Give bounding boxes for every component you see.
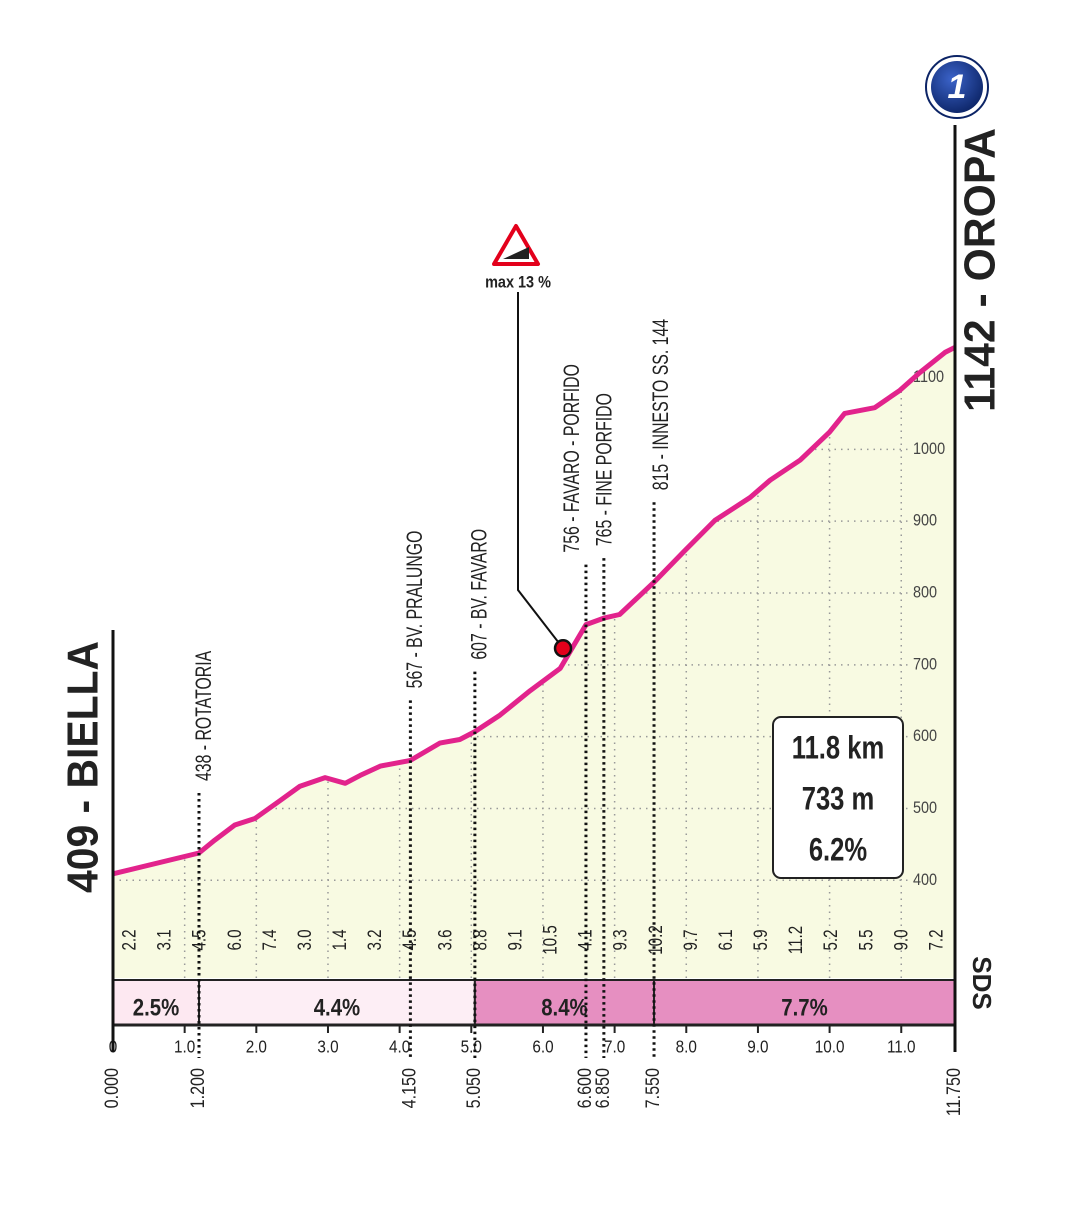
- y-tick-label: 700: [913, 655, 937, 673]
- x-tick-label: 7.0: [604, 1037, 625, 1057]
- x-tick-label: 5.0: [461, 1037, 482, 1057]
- waypoint-name: 765 - FINE PORFIDO: [593, 393, 617, 546]
- start-km: 0.000: [101, 1068, 123, 1109]
- max-pointer: [517, 292, 564, 649]
- waypoint-km: 5.050: [463, 1068, 485, 1109]
- start-name: 409 - BIELLA: [59, 641, 108, 893]
- x-tick-label: 11.0: [887, 1037, 916, 1057]
- max-marker: [553, 639, 573, 658]
- half-km-gradient: 9.1: [504, 929, 526, 950]
- end-km: 11.750: [943, 1068, 965, 1116]
- waypoint-km: 1.200: [187, 1068, 209, 1109]
- half-km-gradient: 2.2: [118, 929, 140, 950]
- half-km-gradient: 4.5: [188, 929, 210, 950]
- end-name: 1142 - OROPA: [956, 128, 1005, 412]
- y-tick-label: 600: [913, 727, 937, 745]
- profile-area: [113, 347, 955, 978]
- half-km-gradient: 6.1: [714, 929, 736, 950]
- gradient-label: 4.4%: [314, 994, 361, 1021]
- waypoint-km: 7.550: [642, 1068, 664, 1109]
- half-km-gradient: 10.2: [644, 925, 666, 955]
- half-km-gradient: 8.8: [469, 929, 491, 950]
- waypoint-km: 4.150: [398, 1068, 420, 1109]
- summary-line: 6.2%: [809, 833, 867, 868]
- waypoint-name: 567 - BV. PRALUNGO: [404, 531, 428, 689]
- summary-line: 733 m: [802, 782, 875, 817]
- half-km-gradient: 9.0: [890, 929, 912, 950]
- waypoint-name: 607 - BV. FAVARO: [468, 529, 492, 660]
- waypoint-name: 815 - INNESTO SS. 144: [649, 319, 673, 491]
- waypoint-name: 756 - FAVARO - PORFIDO: [560, 364, 584, 553]
- summary-box: [772, 716, 904, 879]
- x-tick-label: 10.0: [815, 1037, 845, 1057]
- x-tick-label: 9.0: [747, 1037, 768, 1057]
- half-km-gradient: 3.0: [293, 929, 315, 950]
- half-km-gradient: 4.1: [574, 929, 596, 950]
- half-km-gradient: 9.3: [609, 929, 631, 950]
- x-tick-label: 6.0: [532, 1037, 553, 1057]
- half-km-gradient: 9.7: [679, 929, 701, 950]
- half-km-gradient: 3.2: [363, 929, 385, 950]
- half-km-gradient: 1.4: [328, 929, 350, 950]
- half-km-gradient: 7.2: [925, 929, 947, 950]
- summary-line: 11.8 km: [792, 731, 885, 766]
- gradient-label: 7.7%: [781, 994, 828, 1021]
- gradient-label: 8.4%: [541, 994, 588, 1021]
- x-tick-label: 4.0: [389, 1037, 410, 1057]
- waypoint-name: 438 - ROTATORIA: [192, 651, 216, 781]
- half-km-gradient: 5.9: [749, 929, 771, 950]
- y-tick-label: 900: [913, 512, 937, 530]
- max-gradient-label: max 13 %: [485, 273, 551, 291]
- half-km-gradient: 3.6: [434, 929, 456, 950]
- badge: [931, 61, 983, 113]
- warning-slope: [503, 247, 529, 259]
- x-tick-label: 3.0: [317, 1037, 338, 1057]
- half-km-gradient: 5.5: [855, 929, 877, 950]
- y-tick-label: 400: [913, 871, 937, 889]
- y-tick-label: 500: [913, 799, 937, 817]
- gradient-label: 2.5%: [133, 994, 180, 1021]
- waypoint-km: 6.600: [574, 1068, 596, 1109]
- half-km-gradient: 3.1: [153, 929, 175, 950]
- x-tick-label: 1.0: [174, 1037, 195, 1057]
- half-km-gradient: 4.5: [399, 929, 421, 950]
- y-tick-label: 1000: [913, 440, 945, 458]
- logo: SDS: [967, 956, 997, 1009]
- half-km-gradient: 11.2: [784, 926, 806, 954]
- x-tick-label: 2.0: [246, 1037, 267, 1057]
- x-tick-label: 8.0: [676, 1037, 697, 1057]
- half-km-gradient: 10.5: [539, 925, 561, 955]
- half-km-gradient: 5.2: [820, 929, 842, 950]
- profile-line: [112, 345, 957, 877]
- y-tick-label: 800: [913, 583, 937, 601]
- half-km-gradient: 7.4: [258, 929, 280, 950]
- half-km-gradient: 6.0: [223, 929, 245, 950]
- waypoint-km: 6.850: [592, 1068, 614, 1109]
- badge-number: 1: [948, 68, 967, 106]
